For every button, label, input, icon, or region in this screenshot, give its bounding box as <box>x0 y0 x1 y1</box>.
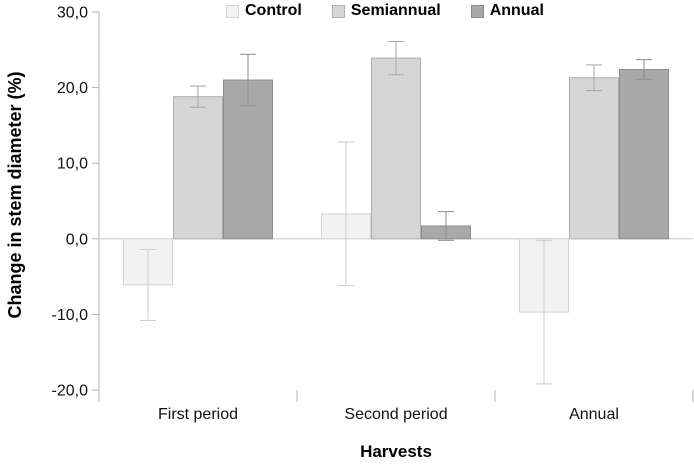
y-tick-label-20-0: 20,0 <box>57 80 88 97</box>
legend-label-control: Control <box>245 2 302 19</box>
category-label-second-period: Second period <box>344 406 447 423</box>
y-tick-label-20-0: -20,0 <box>52 383 89 400</box>
bar-annual-annual <box>619 68 669 240</box>
legend-label-annual: Annual <box>489 2 544 19</box>
y-tick-label-30-0: 30,0 <box>57 5 88 22</box>
y-tick-label-10-0: -10,0 <box>52 307 89 324</box>
y-tick-label-0-0: 0,0 <box>66 231 88 248</box>
legend-label-semiannual: Semiannual <box>350 2 441 19</box>
category-label-annual: Annual <box>569 406 619 423</box>
x-axis-title: Harvests <box>360 442 432 461</box>
legend: Control Semiannual Annual <box>226 2 544 20</box>
legend-item-semiannual: Semiannual <box>331 2 441 20</box>
category-label-first-period: First period <box>158 406 238 423</box>
bar-semiannual-first-period <box>173 96 223 240</box>
legend-item-annual: Annual <box>470 2 544 20</box>
bar-semiannual-annual <box>569 77 619 240</box>
bar-semiannual-second-period <box>371 57 421 240</box>
legend-swatch-control <box>226 4 239 18</box>
legend-swatch-annual <box>470 4 484 18</box>
legend-item-control: Control <box>226 2 302 20</box>
y-tick-label-10-0: 10,0 <box>57 156 88 173</box>
legend-swatch-semiannual <box>331 4 345 18</box>
y-axis-title: Change in stem diameter (%) <box>5 71 25 319</box>
